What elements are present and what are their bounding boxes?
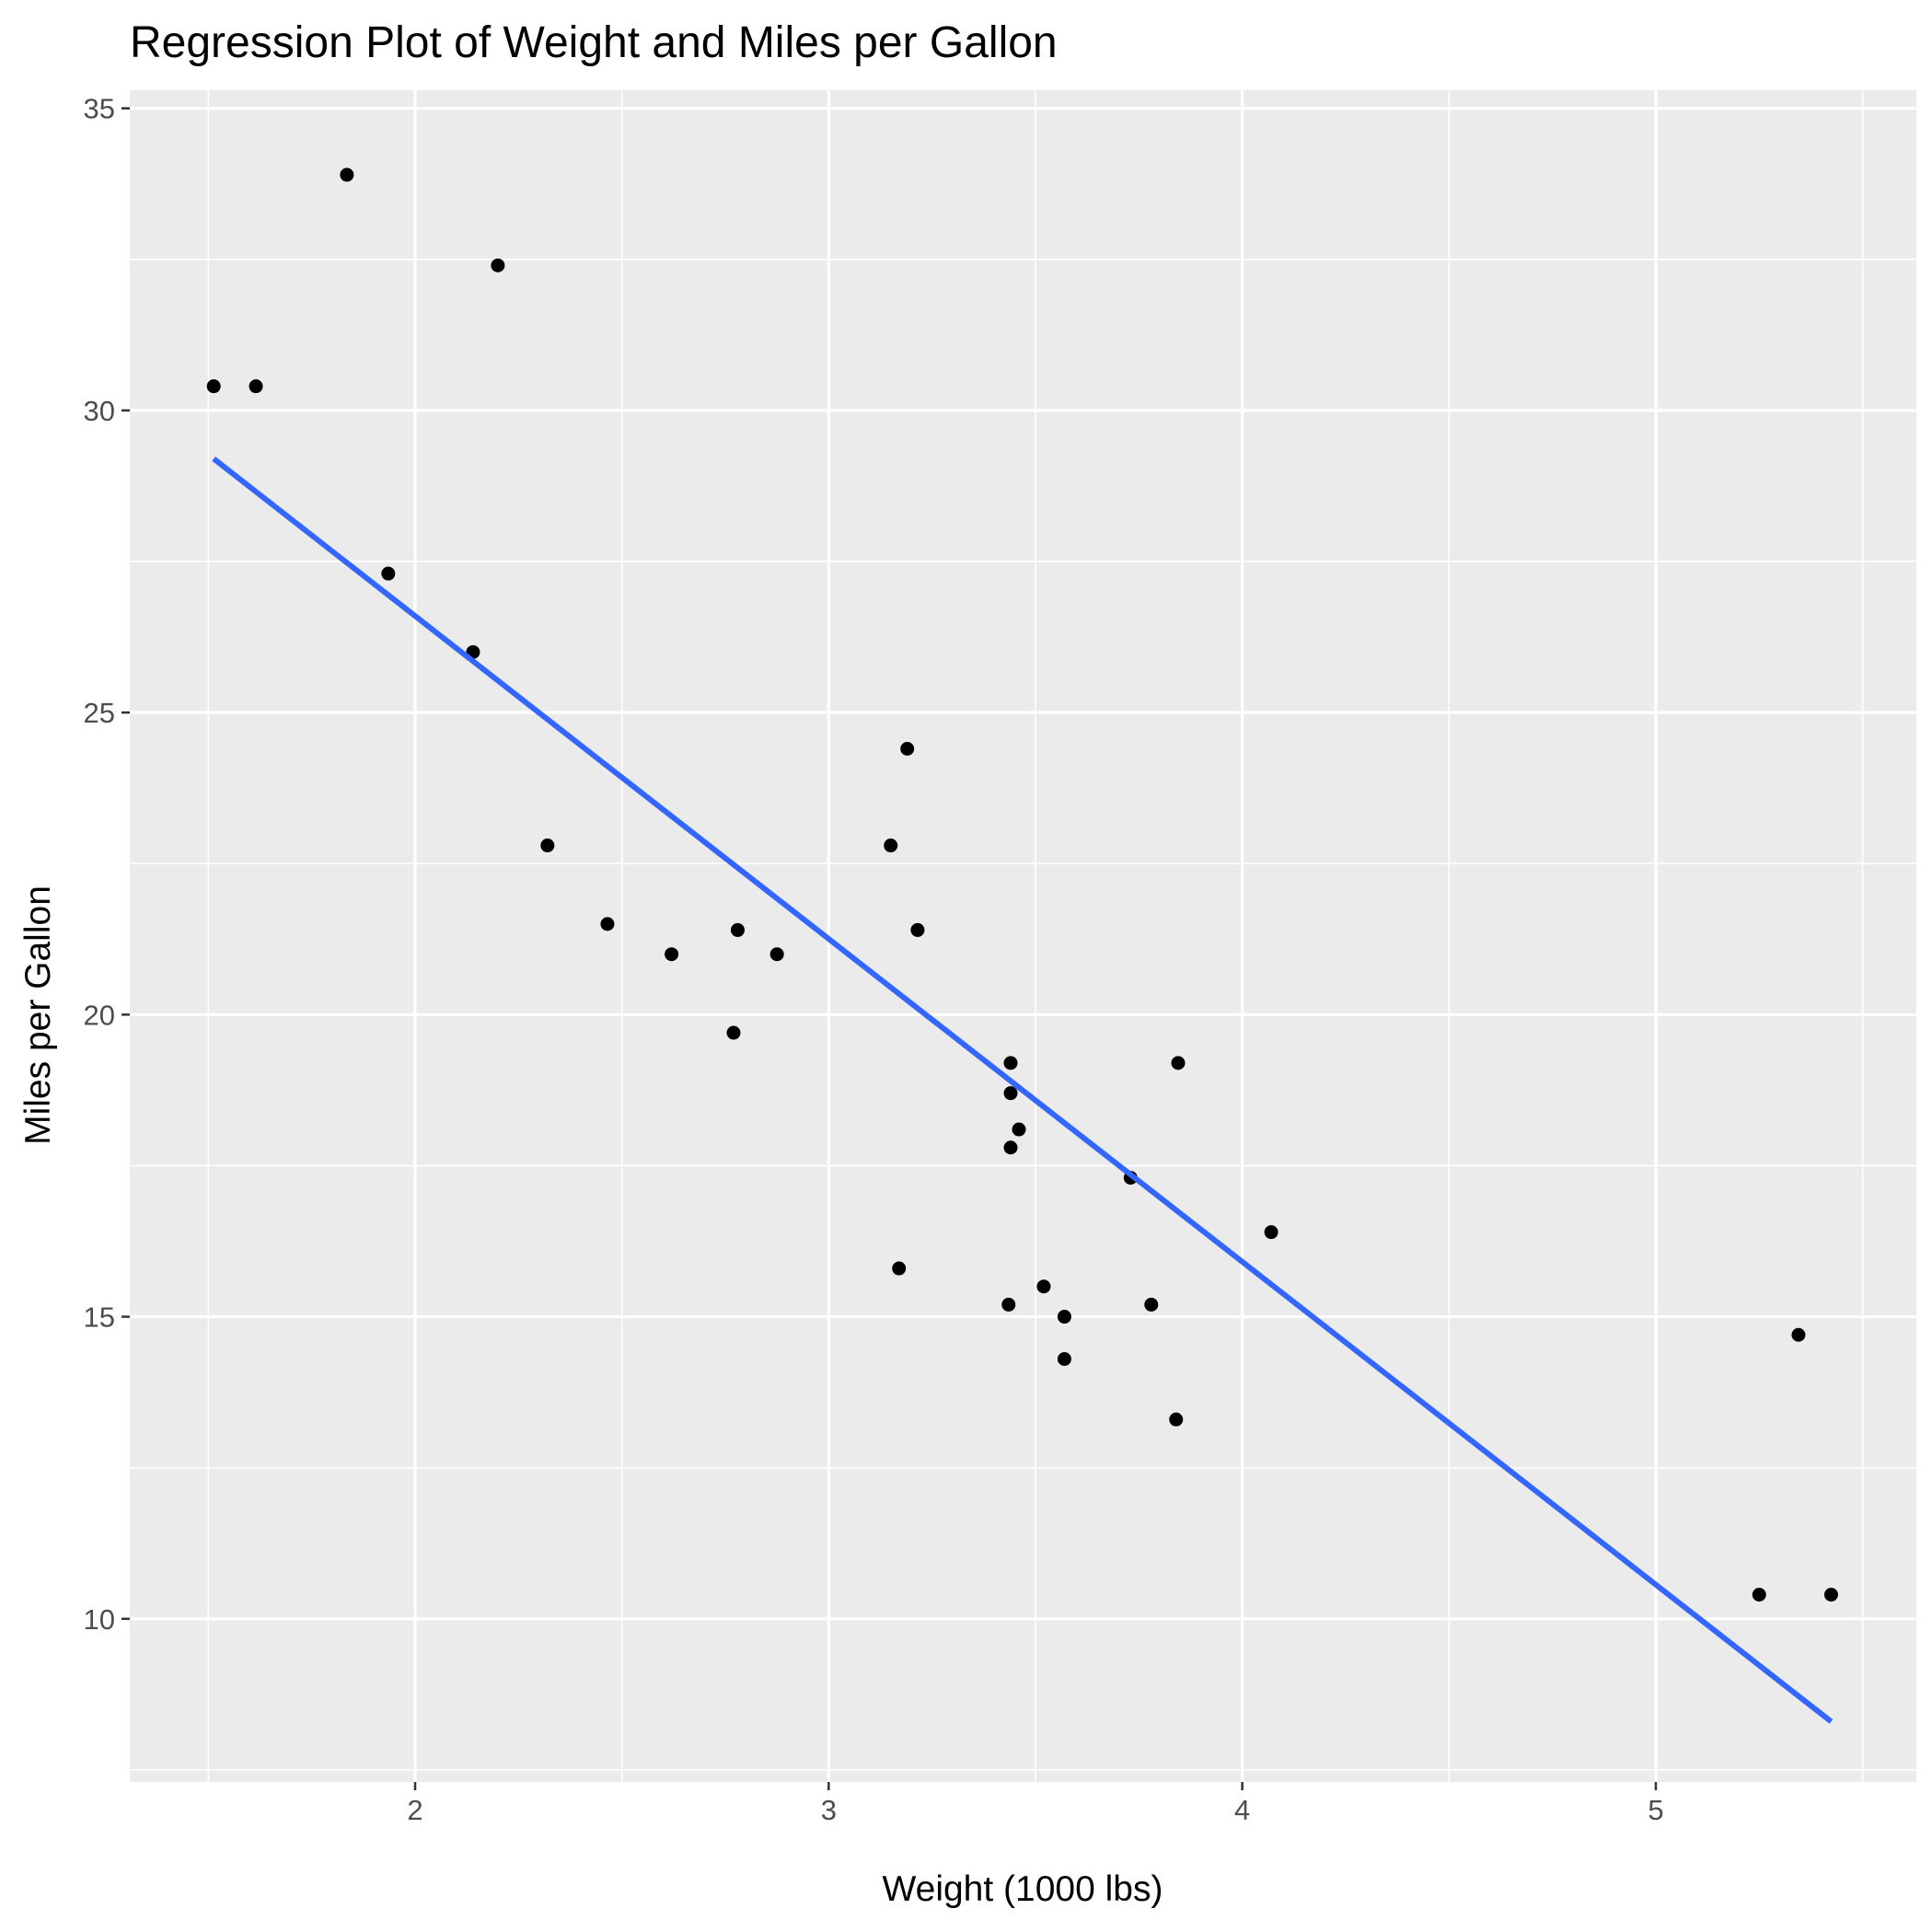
data-point [1171,1056,1186,1070]
y-axis-title: Miles per Gallon [18,885,58,1145]
data-point [491,258,505,272]
x-axis-title: Weight (1000 lbs) [883,1869,1163,1909]
data-point [1003,1056,1018,1070]
y-tick-label: 10 [84,1603,115,1636]
y-tick-label: 35 [84,93,115,125]
data-point [381,566,396,581]
y-axis: 10 15 20 25 30 35 [84,93,130,1636]
data-point [1791,1327,1806,1342]
minor-gridlines [130,90,1916,1782]
y-tick-label: 15 [84,1301,115,1334]
panel-background [130,90,1916,1782]
x-tick-label: 3 [821,1794,837,1826]
data-point [600,917,615,931]
data-point [665,947,679,962]
plot-panel [130,90,1916,1782]
data-point [900,742,915,757]
data-point [1003,1140,1018,1155]
y-tick-label: 25 [84,697,115,729]
y-tick-label: 20 [84,999,115,1031]
regression-line [212,457,1834,1724]
data-point [206,379,221,394]
data-point [1012,1122,1026,1137]
data-point [340,168,354,182]
data-point [1057,1352,1071,1366]
data-points [206,168,1838,1602]
data-point [1169,1412,1184,1427]
data-point [1264,1225,1278,1240]
data-point [910,922,925,937]
x-tick-label: 5 [1648,1794,1663,1826]
data-point [726,1025,741,1040]
data-point [730,922,745,937]
chart-title: Regression Plot of Weight and Miles per … [130,18,1058,67]
data-point [1144,1297,1159,1312]
data-point [1003,1086,1018,1101]
x-axis: 2 3 4 5 [407,1782,1664,1826]
data-point [1057,1310,1071,1325]
x-tick-label: 2 [407,1794,422,1826]
data-point [1823,1588,1838,1602]
data-point [769,947,784,962]
data-point [1752,1588,1766,1602]
data-point [1036,1279,1051,1294]
data-point [892,1261,907,1276]
data-point [884,839,898,853]
data-point [249,379,263,394]
data-point [1001,1297,1016,1312]
y-tick-label: 30 [84,395,115,427]
x-tick-label: 4 [1234,1794,1250,1826]
data-point [540,839,555,853]
